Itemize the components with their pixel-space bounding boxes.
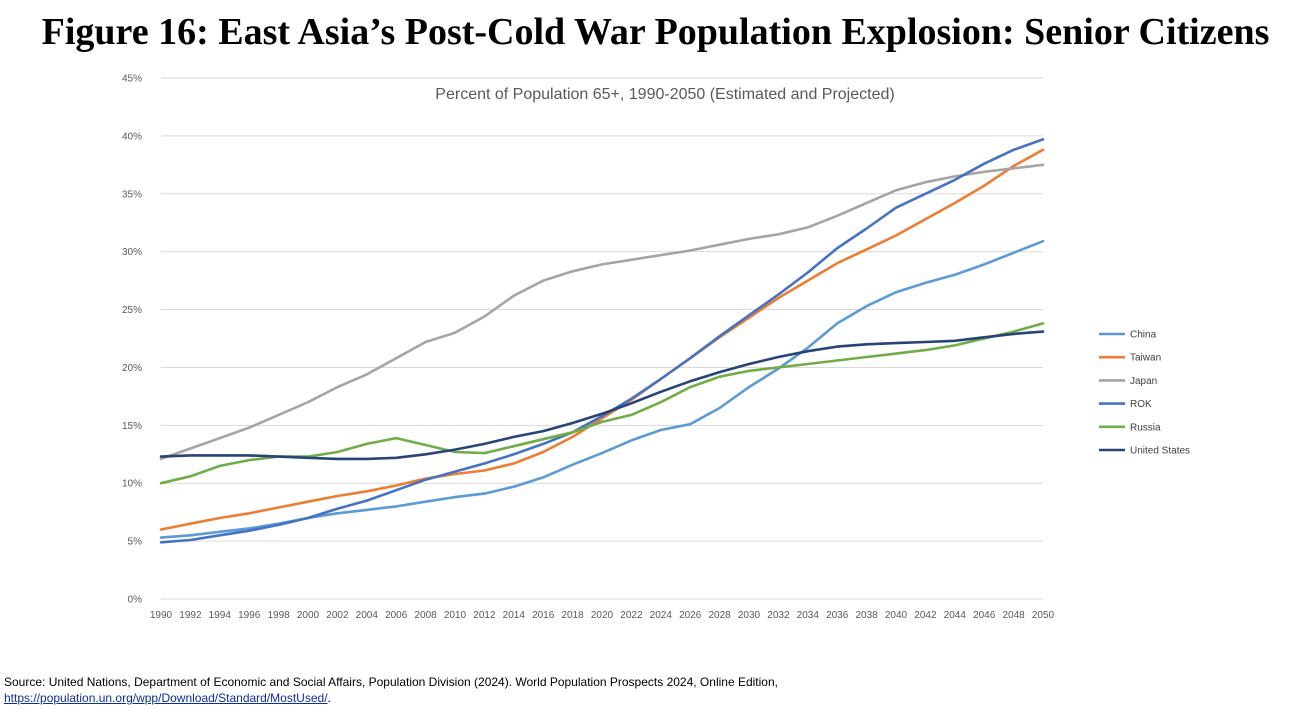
y-axis-labels: 0% 5% 10% 15% 20% 25% 30% 35% 40% 45% <box>122 74 142 606</box>
y-tick-label: 5% <box>128 537 143 548</box>
legend-label-russia: Russia <box>1130 422 1161 433</box>
source-link-suffix: . <box>327 691 331 705</box>
legend: China Taiwan Japan ROK Russia United States <box>1099 330 1190 457</box>
y-tick-label: 0% <box>128 595 143 606</box>
x-tick-label: 1992 <box>179 610 202 621</box>
x-tick-label: 2012 <box>473 610 496 621</box>
x-tick-label: 2026 <box>679 610 702 621</box>
x-tick-label: 2022 <box>620 610 643 621</box>
y-tick-label: 30% <box>122 247 142 258</box>
x-tick-label: 1994 <box>209 610 232 621</box>
series-line-russia <box>159 322 1045 485</box>
x-tick-label: 2048 <box>1002 610 1025 621</box>
x-tick-label: 2036 <box>826 610 849 621</box>
x-tick-label: 2004 <box>356 610 379 621</box>
x-tick-label: 2008 <box>414 610 437 621</box>
legend-label-rok: ROK <box>1130 399 1152 410</box>
gridlines <box>161 77 1043 600</box>
series-line-united-states <box>159 330 1045 461</box>
source-link[interactable]: https://population.un.org/wpp/Download/S… <box>4 691 328 705</box>
x-tick-label: 1990 <box>150 610 173 621</box>
source-text: Source: United Nations, Department of Ec… <box>4 675 778 689</box>
x-tick-label: 2032 <box>767 610 790 621</box>
x-tick-label: 2020 <box>591 610 614 621</box>
series-lines <box>159 138 1045 544</box>
y-tick-label: 35% <box>122 189 142 200</box>
x-tick-label: 2018 <box>561 610 584 621</box>
x-tick-label: 2010 <box>444 610 467 621</box>
chart-title: Percent of Population 65+, 1990-2050 (Es… <box>435 86 894 103</box>
y-tick-label: 15% <box>122 421 142 432</box>
figure-title: Figure 16: East Asia’s Post-Cold War Pop… <box>41 11 1270 53</box>
legend-label-japan: Japan <box>1130 376 1157 387</box>
y-tick-label: 20% <box>122 363 142 374</box>
x-tick-label: 2040 <box>885 610 908 621</box>
x-tick-label: 2024 <box>650 610 673 621</box>
x-tick-label: 2042 <box>914 610 937 621</box>
x-tick-label: 2050 <box>1032 610 1055 621</box>
x-tick-label: 2030 <box>738 610 761 621</box>
y-tick-label: 45% <box>122 74 142 85</box>
legend-label-taiwan: Taiwan <box>1130 353 1161 364</box>
source-note: Source: United Nations, Department of Ec… <box>4 674 1304 706</box>
x-tick-label: 2014 <box>503 610 526 621</box>
series-line-china <box>159 239 1045 539</box>
y-tick-label: 40% <box>122 131 142 142</box>
legend-label-united-states: United States <box>1130 446 1190 457</box>
series-line-japan <box>159 163 1045 461</box>
x-tick-label: 1996 <box>238 610 261 621</box>
x-tick-label: 2046 <box>973 610 996 621</box>
x-tick-label: 2016 <box>532 610 555 621</box>
x-tick-label: 2002 <box>326 610 349 621</box>
x-tick-label: 2044 <box>944 610 967 621</box>
x-tick-label: 2038 <box>855 610 878 621</box>
line-chart: 0%5%10%15%20%25%30%35%40%45% 1990 1992 199… <box>122 74 1190 622</box>
x-tick-label: 1998 <box>267 610 290 621</box>
y-tick-label: 25% <box>122 305 142 316</box>
x-tick-label: 2028 <box>708 610 731 621</box>
legend-label-china: China <box>1130 330 1157 341</box>
x-axis-labels: 1990 1992 1994 1996 1998 2000 2002 2004 2006 2008… <box>150 610 1055 621</box>
x-tick-label: 2000 <box>297 610 320 621</box>
x-tick-label: 2034 <box>797 610 820 621</box>
series-line-taiwan <box>159 148 1045 531</box>
y-tick-label: 10% <box>122 479 142 490</box>
series-line-rok <box>159 138 1045 544</box>
x-tick-label: 2006 <box>385 610 408 621</box>
